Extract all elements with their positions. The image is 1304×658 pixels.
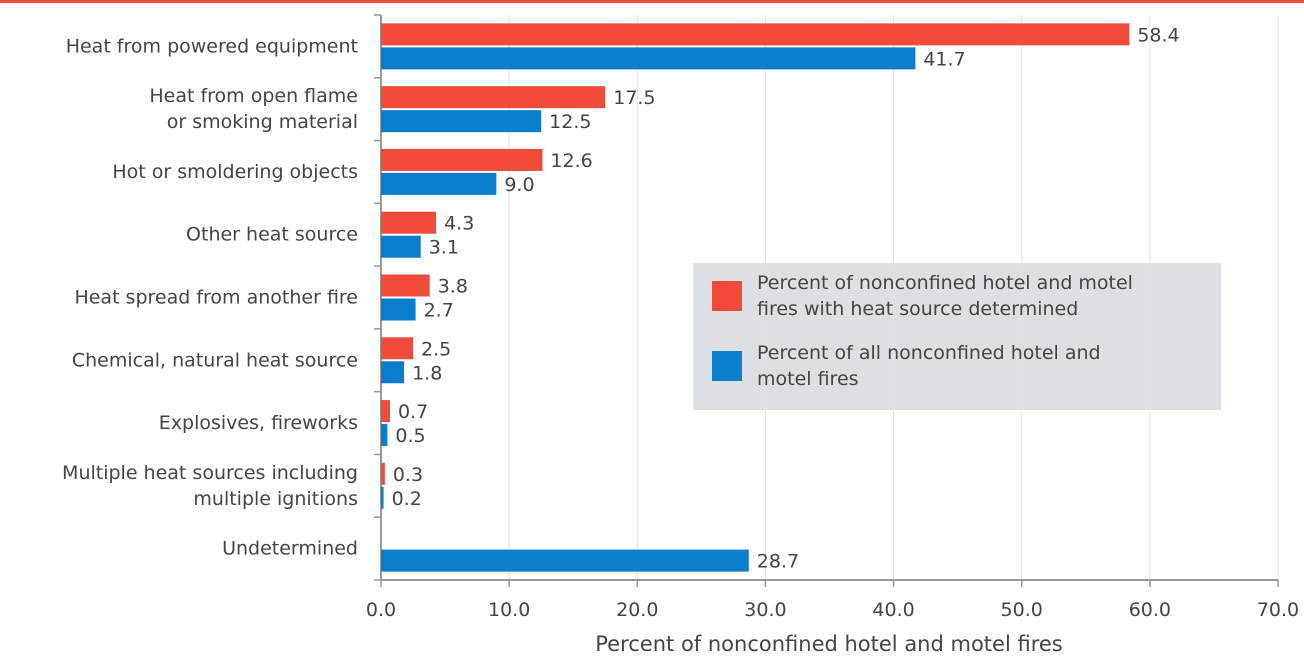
bar <box>381 211 437 234</box>
bar <box>381 172 497 195</box>
value-label: 12.5 <box>549 111 591 133</box>
value-label: 0.3 <box>393 463 423 485</box>
value-label: 4.3 <box>444 212 474 234</box>
value-label: 58.4 <box>1137 24 1179 46</box>
legend-label: Percent of nonconfined hotel and motel fi… <box>757 272 1133 320</box>
bar <box>381 235 421 258</box>
y-tick-label: Undetermined <box>222 537 358 559</box>
value-label: 17.5 <box>613 87 655 109</box>
legend-swatch <box>712 281 742 311</box>
bar <box>381 110 542 133</box>
bar <box>381 47 916 70</box>
value-label: 2.7 <box>424 299 454 321</box>
x-tick-label: 10.0 <box>488 599 530 621</box>
value-label: 0.2 <box>392 487 422 509</box>
x-tick-label: 0.0 <box>366 599 396 621</box>
bar <box>381 148 543 171</box>
x-axis-title: Percent of nonconfined hotel and motel f… <box>595 632 1062 656</box>
bar <box>381 337 414 360</box>
bar <box>381 361 405 384</box>
y-tick-label: Hot or smoldering objects <box>112 160 358 182</box>
bar <box>381 424 388 447</box>
y-tick-label: Heat from powered equipment <box>66 35 358 57</box>
bar <box>381 462 385 485</box>
x-tick-label: 50.0 <box>1001 599 1043 621</box>
value-label: 41.7 <box>923 48 965 70</box>
value-label: 3.1 <box>429 236 459 258</box>
y-tick-label: Explosives, fireworks <box>159 412 358 434</box>
bar <box>381 549 749 572</box>
x-tick-label: 60.0 <box>1129 599 1171 621</box>
bar <box>381 400 390 423</box>
value-label: 0.7 <box>398 401 428 423</box>
value-label: 3.8 <box>438 275 468 297</box>
legend-swatch <box>712 351 742 381</box>
x-tick-label: 70.0 <box>1257 599 1299 621</box>
value-label: 9.0 <box>504 173 534 195</box>
bar <box>381 298 416 321</box>
value-label: 0.5 <box>395 425 425 447</box>
y-tick-label: Multiple heat sources including multiple … <box>62 461 358 509</box>
bar <box>381 23 1130 46</box>
y-tick-label: Heat from open flame or smoking material <box>149 85 358 133</box>
x-tick-label: 30.0 <box>744 599 786 621</box>
top-rule <box>0 0 1304 3</box>
bar <box>381 86 606 109</box>
value-label: 2.5 <box>421 338 451 360</box>
legend-box <box>693 263 1221 410</box>
bar <box>381 486 384 509</box>
value-label: 12.6 <box>550 149 592 171</box>
y-tick-label: Heat spread from another fire <box>74 286 358 308</box>
y-tick-label: Chemical, natural heat source <box>72 349 358 371</box>
x-tick-label: 20.0 <box>616 599 658 621</box>
legend-label: Percent of all nonconfined hotel and mote… <box>757 342 1101 390</box>
bar <box>381 274 430 297</box>
value-label: 1.8 <box>412 362 442 384</box>
x-tick-label: 40.0 <box>872 599 914 621</box>
y-tick-label: Other heat source <box>186 223 358 245</box>
value-label: 28.7 <box>757 550 799 572</box>
